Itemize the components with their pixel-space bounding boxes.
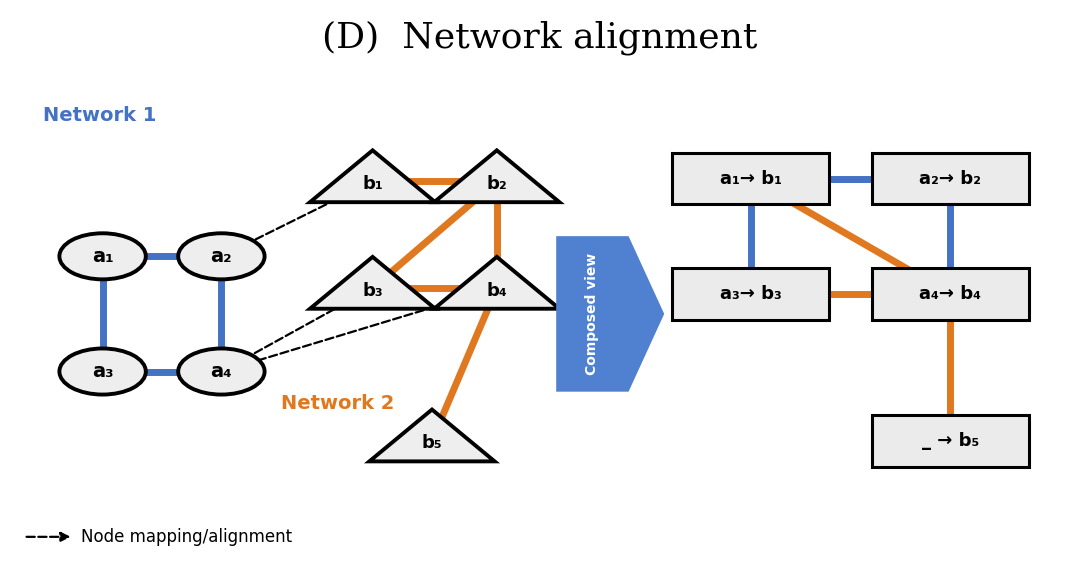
Text: (D)  Network alignment: (D) Network alignment: [322, 20, 758, 55]
Text: a₂: a₂: [211, 247, 232, 266]
Text: a₄→ b₄: a₄→ b₄: [919, 285, 982, 303]
Text: Network 2: Network 2: [281, 394, 394, 412]
Text: _ → b₅: _ → b₅: [921, 431, 980, 450]
Circle shape: [178, 348, 265, 395]
Text: a₃→ b₃: a₃→ b₃: [719, 285, 782, 303]
Polygon shape: [310, 150, 435, 202]
Text: b₁: b₁: [362, 175, 383, 193]
FancyBboxPatch shape: [672, 153, 829, 204]
Circle shape: [178, 233, 265, 279]
FancyBboxPatch shape: [873, 268, 1029, 320]
Text: a₄: a₄: [211, 362, 232, 381]
Text: a₁: a₁: [92, 247, 113, 266]
FancyBboxPatch shape: [672, 268, 829, 320]
Text: Network 1: Network 1: [43, 106, 157, 124]
Polygon shape: [434, 257, 559, 309]
Text: b₃: b₃: [362, 282, 383, 300]
Polygon shape: [556, 236, 664, 392]
Text: b₅: b₅: [421, 434, 443, 452]
Polygon shape: [310, 257, 435, 309]
FancyBboxPatch shape: [873, 415, 1029, 467]
Polygon shape: [369, 410, 495, 461]
Text: a₁→ b₁: a₁→ b₁: [719, 169, 782, 188]
FancyBboxPatch shape: [873, 153, 1029, 204]
Circle shape: [59, 233, 146, 279]
Text: a₃: a₃: [92, 362, 113, 381]
Text: b₄: b₄: [486, 282, 508, 300]
Text: Node mapping/alignment: Node mapping/alignment: [81, 528, 292, 546]
Polygon shape: [434, 150, 559, 202]
Text: Composed view: Composed view: [585, 253, 599, 375]
Text: b₂: b₂: [486, 175, 508, 193]
Text: a₂→ b₂: a₂→ b₂: [919, 169, 982, 188]
Circle shape: [59, 348, 146, 395]
